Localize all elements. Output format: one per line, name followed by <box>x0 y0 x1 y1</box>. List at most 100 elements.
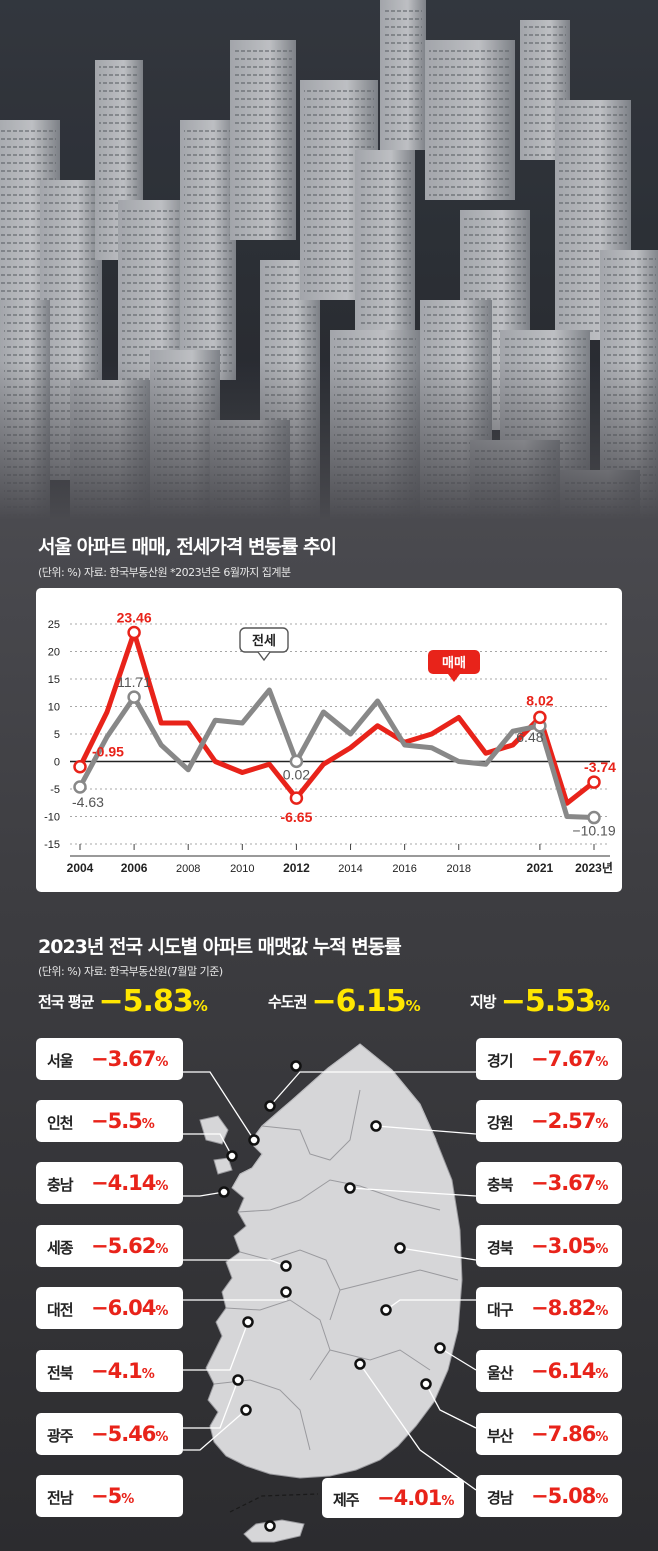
region-name: 대구 <box>487 1301 514 1319</box>
region-name: 경남 <box>487 1489 514 1507</box>
x-tick-label: 2021 <box>527 861 554 875</box>
region-name: 충남 <box>47 1176 74 1194</box>
x-tick-label: 2012 <box>283 861 310 875</box>
region-dot <box>394 1242 406 1254</box>
region-dot <box>264 1100 276 1112</box>
y-tick-label: -5 <box>50 784 60 796</box>
jeonse-data-label: 0.02 <box>283 766 310 782</box>
region-box-gyeonggi: 경기 −7.67% <box>476 1038 622 1080</box>
region-name: 울산 <box>487 1364 514 1382</box>
region-dot <box>434 1342 446 1354</box>
jeonse-data-label: 6.48 <box>516 729 543 745</box>
region-name: 경기 <box>487 1052 514 1070</box>
average-provinces-label: 지방 <box>470 993 497 1011</box>
jeonse-data-label: 11.71 <box>117 674 151 690</box>
y-tick-label: 5 <box>54 729 60 741</box>
y-tick-label: -10 <box>44 812 60 824</box>
leader-line <box>349 1187 477 1197</box>
legend-jeonse-pointer <box>257 651 271 662</box>
x-tick-label: 2016 <box>392 863 416 875</box>
sale-data-label: -3.74 <box>584 759 616 775</box>
leader-lines <box>183 1071 477 1491</box>
leader-line <box>183 1379 239 1429</box>
line-chart: 25 20 15 10 5 0 -5 -10 -15 2004 2006 2008 2010 2012 20… <box>44 609 616 875</box>
region-name: 서울 <box>47 1052 74 1070</box>
region-value: −3.67 <box>531 1171 596 1195</box>
region-unit: % <box>155 1242 169 1257</box>
sale-point <box>289 791 304 805</box>
legend-sale-box <box>428 650 480 674</box>
leader-line <box>183 1409 247 1451</box>
region-unit: % <box>595 1117 609 1132</box>
average-capital-unit: % <box>405 997 421 1015</box>
region-unit: % <box>595 1179 609 1194</box>
sale-point <box>73 759 87 774</box>
region-name: 제주 <box>333 1491 360 1509</box>
region-unit: % <box>595 1304 609 1319</box>
region-unit: % <box>121 1492 135 1507</box>
region-value: −6.04 <box>91 1296 156 1320</box>
leader-line <box>183 1071 255 1141</box>
korea-peninsula-shape <box>199 1043 463 1543</box>
average-national-unit: % <box>192 997 208 1015</box>
region-value: −2.57 <box>531 1109 596 1133</box>
region-dot <box>218 1186 230 1198</box>
sale-data-label: 8.02 <box>526 692 553 708</box>
region-box-incheon: 인천 −5.5% <box>36 1100 183 1142</box>
region-value: −4.1 <box>91 1359 143 1383</box>
region-dot <box>226 1150 238 1162</box>
sale-data-label: 23.46 <box>117 609 152 625</box>
leader-line <box>359 1363 477 1491</box>
x-tick-label: 2004 <box>67 861 94 875</box>
average-national-value: −5.83 <box>98 984 194 1019</box>
korea-map <box>183 1043 477 1543</box>
jeonse-point <box>73 780 87 794</box>
region-chart-source: (단위: %) 자료: 한국부동산원(7월말 기준) <box>38 965 223 978</box>
region-value: −5.62 <box>91 1234 156 1258</box>
region-name: 부산 <box>487 1427 514 1445</box>
region-unit: % <box>595 1242 609 1257</box>
region-name: 강원 <box>487 1114 514 1132</box>
leader-line <box>183 1191 225 1197</box>
region-unit: % <box>595 1430 609 1445</box>
region-box-seoul: 서울 −3.67% <box>36 1038 183 1080</box>
region-chart-title: 2023년 전국 시도별 아파트 매맷값 누적 변동률 <box>38 936 402 958</box>
region-value: −7.67 <box>531 1047 596 1071</box>
x-tick-label: 2006 <box>121 861 148 875</box>
region-value: −5.08 <box>531 1484 596 1508</box>
line-chart-panel: 25 20 15 10 5 0 -5 -10 -15 2004 2006 2008 2010 2012 20… <box>36 588 622 892</box>
region-box-sejong: 세종 −5.62% <box>36 1225 183 1267</box>
region-dot <box>380 1304 392 1316</box>
region-value: −8.82 <box>531 1296 596 1320</box>
region-dot <box>242 1316 254 1328</box>
region-box-ulsan: 울산 −6.14% <box>476 1350 622 1392</box>
line-chart-source: (단위: %) 자료: 한국부동산원 *2023년은 6월까지 집계분 <box>38 566 291 579</box>
sale-data-label: -6.65 <box>280 809 312 825</box>
jeonse-data-label: −10.19 <box>572 823 615 839</box>
region-dot <box>264 1520 276 1532</box>
region-box-daegu: 대구 −8.82% <box>476 1287 622 1329</box>
region-dot <box>240 1404 252 1416</box>
sale-point <box>127 625 141 640</box>
region-dot <box>280 1286 292 1298</box>
y-tick-label: 10 <box>48 702 60 714</box>
y-tick-label: 15 <box>48 674 60 686</box>
region-name: 광주 <box>47 1427 74 1445</box>
leader-line <box>375 1125 477 1135</box>
region-dot <box>248 1134 260 1146</box>
region-value: −3.67 <box>91 1047 156 1071</box>
region-dot <box>280 1260 292 1272</box>
region-value: −5.46 <box>91 1422 156 1446</box>
region-name: 경북 <box>487 1239 514 1257</box>
region-unit: % <box>155 1304 169 1319</box>
region-box-chungbuk: 충북 −3.67% <box>476 1162 622 1204</box>
region-dot <box>290 1060 302 1072</box>
region-name: 충북 <box>487 1176 514 1194</box>
series-line-sale <box>77 629 596 806</box>
region-unit: % <box>155 1055 169 1070</box>
leader-line <box>269 1071 476 1107</box>
region-dot <box>354 1358 366 1370</box>
region-name: 전남 <box>47 1489 74 1507</box>
jeonse-point <box>127 690 141 704</box>
sale-point <box>533 710 547 725</box>
